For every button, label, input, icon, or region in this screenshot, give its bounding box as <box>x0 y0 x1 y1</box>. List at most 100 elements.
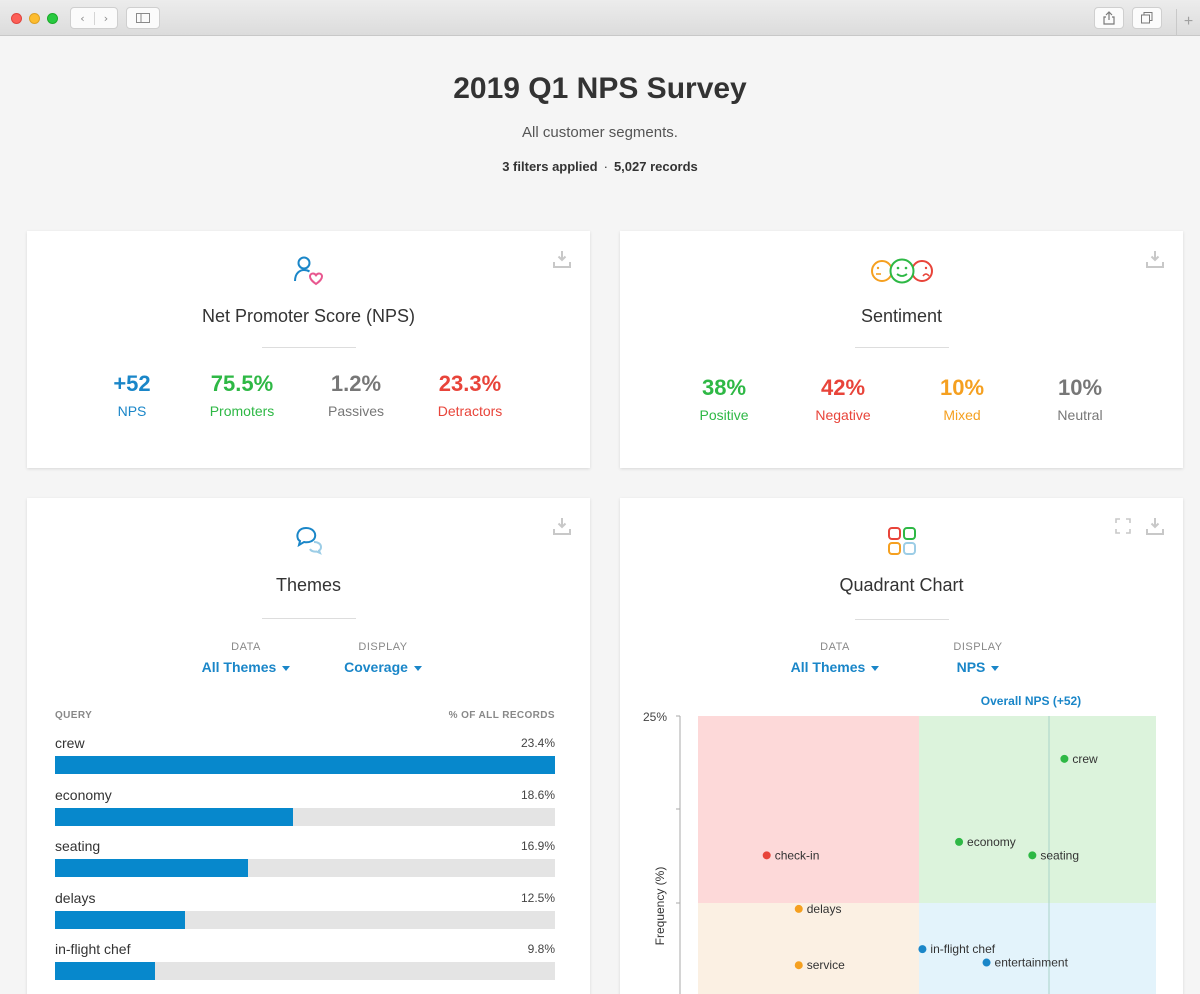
record-count: 5,027 records <box>613 159 698 174</box>
back-icon[interactable]: ‹ <box>80 11 85 25</box>
nps-score-stat: +52 NPS <box>77 371 187 419</box>
coverage-bar-fill <box>55 808 293 826</box>
y-axis-label: Frequency (%) <box>653 867 667 946</box>
coverage-bar-fill <box>55 756 555 774</box>
coverage-bar-fill <box>55 911 185 929</box>
data-value-text: All Themes <box>201 659 277 675</box>
themes-divider <box>261 618 356 619</box>
sentiment-divider <box>854 347 949 348</box>
theme-percent: 12.5% <box>520 891 555 905</box>
nps-divider <box>261 347 356 348</box>
quadrant-divider <box>854 619 949 620</box>
download-icon[interactable] <box>552 516 572 536</box>
theme-label: economy <box>55 787 112 803</box>
quadrant-display-dropdown[interactable]: DISPLAY NPS <box>918 641 1038 675</box>
theme-label: seating <box>55 838 101 854</box>
download-icon[interactable] <box>1145 249 1165 269</box>
sentiment-card: Sentiment 38% Positive 42% Negative 10% … <box>620 231 1183 468</box>
share-icon <box>1103 11 1115 25</box>
mixed-stat: 10% Mixed <box>907 375 1017 423</box>
download-icon[interactable] <box>552 249 572 269</box>
scatter-point-label: check-in <box>775 848 820 862</box>
quadrant-data-dropdown[interactable]: DATA All Themes <box>775 641 895 675</box>
page-subtitle: All customer segments. <box>522 124 678 141</box>
scatter-point-delays[interactable] <box>794 904 803 913</box>
back-forward-group: ‹ › <box>70 7 118 29</box>
scatter-point-service[interactable] <box>794 961 803 970</box>
sidebar-icon <box>136 13 150 23</box>
coverage-bar-fill <box>55 962 155 980</box>
passives-stat: 1.2% Passives <box>301 371 411 419</box>
show-tabs-button[interactable] <box>1132 7 1162 29</box>
scatter-point-label: in-flight chef <box>930 942 995 956</box>
coverage-bar <box>55 808 555 826</box>
scatter-point-label: service <box>807 958 845 972</box>
close-window-button[interactable] <box>11 13 22 24</box>
data-label: DATA <box>820 641 850 653</box>
expand-icon[interactable] <box>1113 516 1133 536</box>
coverage-bar <box>55 859 555 877</box>
scatter-point-economy[interactable] <box>955 837 964 846</box>
theme-row[interactable]: crew 23.4% <box>55 735 555 777</box>
chevron-down-icon <box>282 665 291 671</box>
data-value: All Themes <box>775 659 895 675</box>
negative-stat: 42% Negative <box>788 375 898 423</box>
themes-display-dropdown[interactable]: DISPLAY Coverage <box>323 641 443 675</box>
stat-value: 42% <box>820 375 866 400</box>
promoters-stat: 75.5% Promoters <box>187 371 297 419</box>
neutral-stat: 10% Neutral <box>1025 375 1135 423</box>
chevron-down-icon <box>991 665 1000 671</box>
overall-nps-label: Overall NPS (+52) <box>981 694 1081 708</box>
detractors-stat: 23.3% Detractors <box>415 371 525 419</box>
scatter-point-seating[interactable] <box>1028 851 1037 860</box>
tabs-icon <box>1141 12 1153 24</box>
download-icon[interactable] <box>1145 516 1165 536</box>
scatter-point-in-flight-chef[interactable] <box>918 945 927 954</box>
minimize-window-button[interactable] <box>29 13 40 24</box>
display-label: DISPLAY <box>358 641 408 653</box>
meta-separator: · <box>603 159 608 174</box>
scatter-point-label: economy <box>967 835 1016 849</box>
sentiment-faces-icon <box>870 258 933 284</box>
stat-value: 75.5% <box>210 371 274 396</box>
y-tick-label: 25% <box>643 710 667 724</box>
scatter-point-label: delays <box>807 902 842 916</box>
quadrant-grid-icon <box>887 527 916 555</box>
share-button[interactable] <box>1094 7 1124 29</box>
nps-card-title: Net Promoter Score (NPS) <box>201 306 416 326</box>
theme-percent: 18.6% <box>520 788 555 802</box>
theme-row[interactable]: delays 12.5% <box>55 890 555 932</box>
display-label: DISPLAY <box>953 641 1003 653</box>
theme-label: in-flight chef <box>55 941 131 957</box>
scatter-point-label: seating <box>1040 848 1079 862</box>
display-value-text: Coverage <box>344 659 408 675</box>
nps-card: Net Promoter Score (NPS) +52 NPS 75.5% P… <box>27 231 590 468</box>
forward-icon[interactable]: › <box>93 11 117 25</box>
display-value: Coverage <box>323 659 443 675</box>
stat-label: Mixed <box>943 407 981 423</box>
quadrant-card-title: Quadrant Chart <box>839 575 964 595</box>
quadrant-chart: Overall NPS (+52) 25% Frequency (%) crew… <box>643 694 1156 994</box>
quadrant-card: Quadrant Chart DATA All Themes DISPLAY N… <box>620 498 1183 994</box>
theme-row[interactable]: economy 18.6% <box>55 787 555 829</box>
stat-value: 10% <box>939 375 985 400</box>
sidebar-toggle-button[interactable] <box>126 7 160 29</box>
theme-row[interactable]: in-flight chef 9.8% <box>55 941 555 983</box>
stat-label: Neutral <box>1057 407 1103 423</box>
display-value: NPS <box>918 659 1038 675</box>
browser-toolbar: ‹ › + <box>0 0 1200 36</box>
data-value: All Themes <box>186 659 306 675</box>
scatter-point-check-in[interactable] <box>762 851 771 860</box>
filters-applied-link[interactable]: 3 filters applied <box>502 159 598 174</box>
scatter-point-label: crew <box>1072 752 1098 766</box>
zoom-window-button[interactable] <box>47 13 58 24</box>
themes-data-dropdown[interactable]: DATA All Themes <box>186 641 306 675</box>
speech-bubbles-icon <box>295 526 322 555</box>
theme-row[interactable]: seating 16.9% <box>55 838 555 880</box>
scatter-point-crew[interactable] <box>1060 754 1069 763</box>
theme-label: delays <box>55 890 96 906</box>
chevron-down-icon <box>871 665 880 671</box>
query-column-header: QUERY <box>55 710 93 721</box>
scatter-point-entertainment[interactable] <box>982 958 991 967</box>
new-tab-button[interactable]: + <box>1176 9 1200 36</box>
